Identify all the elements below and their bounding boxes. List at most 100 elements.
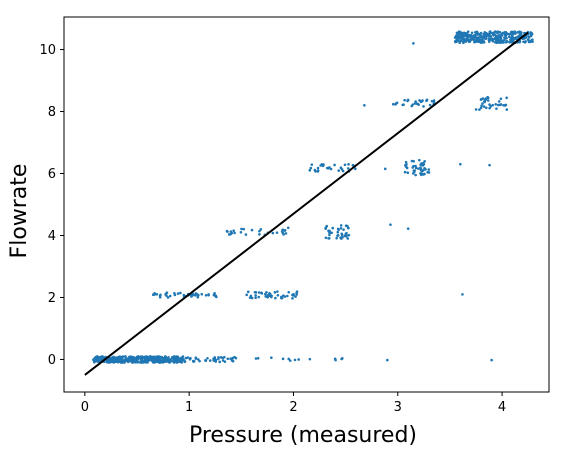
data-point [430, 99, 434, 103]
data-point [354, 167, 357, 171]
data-point [427, 168, 431, 171]
data-point [264, 295, 268, 298]
x-tick-label: 2 [289, 400, 297, 415]
data-point [406, 227, 410, 230]
data-point [244, 233, 248, 236]
data-point [200, 292, 204, 296]
data-point [291, 297, 294, 300]
data-point [458, 41, 462, 44]
data-point [488, 35, 491, 38]
data-point [510, 37, 514, 40]
data-point [457, 39, 460, 42]
regression-line [84, 31, 529, 376]
data-point [474, 30, 477, 34]
data-point [229, 230, 233, 233]
data-point [462, 37, 465, 41]
data-point [470, 38, 474, 41]
data-point [481, 97, 485, 100]
data-point [460, 33, 463, 37]
data-point [482, 105, 486, 108]
data-point [164, 356, 168, 359]
data-point [250, 296, 254, 300]
data-point [159, 355, 163, 359]
data-point [232, 229, 235, 233]
data-point [294, 295, 297, 298]
data-point [336, 234, 339, 237]
data-point [165, 291, 169, 295]
data-point [422, 173, 425, 176]
data-point [266, 294, 270, 297]
data-point [194, 292, 198, 295]
data-point [194, 356, 198, 360]
data-point [121, 355, 125, 358]
data-point [295, 291, 298, 295]
data-point [188, 358, 192, 361]
data-point [196, 295, 200, 299]
data-point [124, 358, 127, 362]
data-point [176, 292, 180, 295]
data-point [183, 360, 187, 364]
data-point [471, 35, 474, 39]
data-point [284, 232, 288, 235]
data-point [495, 107, 498, 110]
data-point [256, 357, 260, 360]
data-point [242, 227, 246, 231]
data-point [126, 357, 129, 360]
data-point [477, 36, 481, 39]
data-point [417, 103, 420, 106]
data-point [411, 166, 414, 169]
data-point [218, 360, 222, 364]
data-point [204, 359, 208, 362]
data-point [347, 233, 351, 237]
data-point [522, 40, 525, 44]
data-point [403, 98, 406, 102]
data-point [286, 226, 290, 230]
fit-line [84, 31, 529, 376]
data-point [270, 294, 273, 298]
data-point [169, 360, 173, 363]
data-point [510, 34, 514, 38]
data-point [287, 357, 291, 361]
data-point [347, 163, 350, 166]
data-point [432, 99, 436, 102]
data-point [488, 106, 491, 110]
data-point [412, 42, 415, 45]
data-point [466, 35, 469, 38]
data-point [179, 291, 182, 295]
data-point [268, 292, 271, 296]
data-point [484, 98, 488, 101]
data-point [112, 361, 115, 364]
x-axis-ticks: 0 1 2 3 4 [81, 392, 506, 415]
x-tick-label: 3 [394, 400, 402, 415]
data-point [133, 359, 137, 362]
data-point [221, 359, 225, 362]
data-point [328, 166, 331, 169]
data-point [253, 290, 257, 294]
data-point [474, 108, 478, 111]
data-point [488, 103, 491, 106]
data-point [166, 357, 170, 361]
data-point [466, 33, 469, 37]
data-point [477, 40, 480, 43]
data-point [346, 167, 350, 170]
data-point [414, 173, 417, 177]
data-point [479, 106, 483, 110]
x-axis-title: Pressure (measured) [189, 423, 417, 448]
data-point [510, 33, 513, 36]
data-point [405, 162, 408, 166]
data-point [316, 166, 320, 170]
data-point [283, 295, 287, 298]
data-point [225, 229, 229, 233]
data-point [457, 37, 461, 41]
data-point [331, 226, 335, 230]
data-point [173, 293, 177, 297]
data-point [455, 31, 459, 35]
data-point [479, 38, 482, 42]
data-point [239, 231, 243, 234]
data-point [343, 163, 347, 167]
data-point [474, 36, 478, 40]
data-point [346, 226, 350, 230]
data-point [493, 37, 496, 41]
data-point [327, 229, 331, 233]
data-point [466, 30, 470, 33]
